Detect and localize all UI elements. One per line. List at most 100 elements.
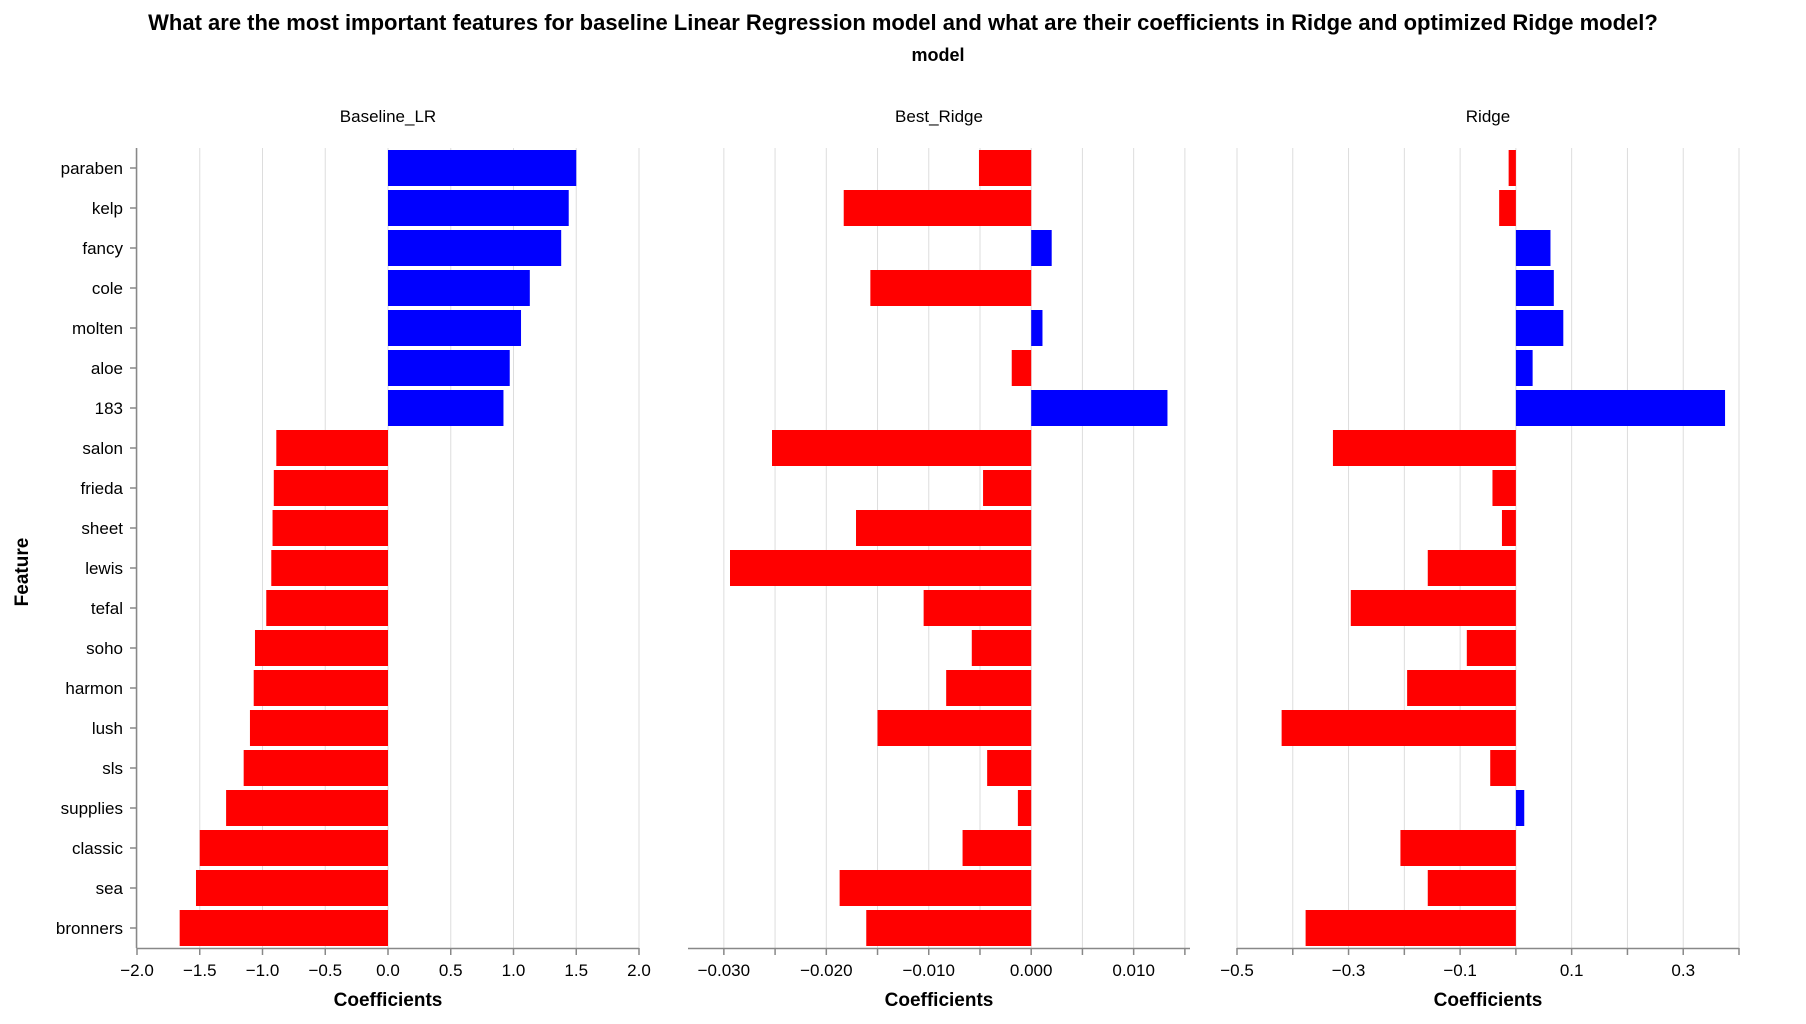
x-tick-label: −0.5 (308, 961, 342, 980)
feature-label: molten (72, 319, 123, 338)
facet-title: model (911, 45, 964, 65)
bar-183 (1515, 390, 1726, 426)
feature-label: sheet (81, 519, 123, 538)
feature-label: 183 (95, 399, 123, 418)
panel-title: Best_Ridge (895, 107, 983, 126)
bar-sheet (1501, 510, 1516, 546)
feature-label: lush (92, 719, 123, 738)
panels: Baseline_LR −2.0 −1.5 −1.0 −0.5 0.0 0.5 1.0 1.5 2… (56, 107, 1740, 1011)
bar-aloe (1515, 350, 1533, 386)
feature-label: paraben (61, 159, 123, 178)
x-tick-label: 1.5 (564, 961, 588, 980)
bar-lewis (271, 550, 388, 586)
x-tick-label: −0.020 (800, 961, 852, 980)
x-tick-label: 0.010 (1112, 961, 1155, 980)
bar-sls (987, 750, 1032, 786)
x-tick-label: 0.1 (1560, 961, 1584, 980)
bar-molten (388, 310, 522, 346)
bar-cole (1515, 270, 1554, 306)
bar-salon (276, 430, 388, 466)
panel-ridge: Ridge −0.5 −0.3 −0.1 0.1 0.3 Coefficients (1220, 107, 1740, 1011)
bar-kelp (388, 190, 569, 226)
bar-bronners (1305, 910, 1516, 946)
bar-fancy (1031, 230, 1052, 266)
bar-soho (254, 630, 388, 666)
x-tick-label: −0.5 (1220, 961, 1254, 980)
bar-harmon (1407, 670, 1516, 706)
bar-183 (1031, 390, 1168, 426)
bar-sls (1490, 750, 1516, 786)
bar-sls (243, 750, 388, 786)
bar-aloe (1011, 350, 1032, 386)
bar-183 (388, 390, 504, 426)
bar-frieda (273, 470, 388, 506)
bar-soho (1466, 630, 1516, 666)
x-tick-label: 1.0 (502, 961, 526, 980)
x-tick-label: −0.1 (1443, 961, 1477, 980)
feature-label: classic (72, 839, 124, 858)
y-axis-title: Feature (12, 538, 33, 607)
bar-tefal (1350, 590, 1516, 626)
feature-label: frieda (80, 479, 123, 498)
feature-label: supplies (61, 799, 123, 818)
bar-molten (1031, 310, 1043, 346)
feature-label: bronners (56, 919, 123, 938)
bar-lewis (730, 550, 1032, 586)
bar-tefal (266, 590, 388, 626)
feature-label: kelp (92, 199, 123, 218)
feature-label: soho (86, 639, 123, 658)
bar-tefal (923, 590, 1032, 626)
feature-label: harmon (65, 679, 123, 698)
bar-sea (1427, 870, 1516, 906)
bar-fancy (388, 230, 562, 266)
x-tick-label: −0.3 (1332, 961, 1366, 980)
x-tick-label: 0.5 (439, 961, 463, 980)
feature-label: lewis (85, 559, 123, 578)
feature-label: salon (82, 439, 123, 458)
feature-label: aloe (91, 359, 123, 378)
bar-frieda (983, 470, 1032, 506)
bar-lush (877, 710, 1032, 746)
bar-fancy (1515, 230, 1551, 266)
bar-salon (1332, 430, 1516, 466)
bar-sheet (272, 510, 388, 546)
x-tick-label: −2.0 (120, 961, 154, 980)
bar-classic (199, 830, 388, 866)
panel-baseline-lr: Baseline_LR −2.0 −1.5 −1.0 −0.5 0.0 0.5 1.0 1.5 2… (56, 107, 651, 1011)
bar-lush (1281, 710, 1516, 746)
x-axis-title: Coefficients (1434, 990, 1543, 1011)
panel-title: Ridge (1466, 107, 1510, 126)
bar-classic (962, 830, 1032, 866)
x-tick-label: 2.0 (627, 961, 651, 980)
bar-lewis (1427, 550, 1516, 586)
bar-molten (1515, 310, 1564, 346)
feature-label: fancy (82, 239, 123, 258)
bar-sheet (856, 510, 1032, 546)
x-tick-label: −1.5 (183, 961, 217, 980)
bar-soho (971, 630, 1032, 666)
bar-paraben (1508, 150, 1516, 186)
bar-harmon (253, 670, 388, 706)
panel-best-ridge: Best_Ridge −0.030 −0.020 −0.010 0.000 0.010 Co… (688, 107, 1190, 1011)
bar-sea (195, 870, 388, 906)
x-tick-label: 0.000 (1010, 961, 1053, 980)
bar-lush (249, 710, 388, 746)
feature-label: cole (92, 279, 123, 298)
bar-salon (772, 430, 1032, 466)
chart-title: What are the most important features for… (148, 10, 1658, 35)
x-tick-label: −1.0 (246, 961, 280, 980)
feature-label: sea (96, 879, 124, 898)
bar-kelp (1499, 190, 1516, 226)
bar-harmon (946, 670, 1032, 706)
x-tick-label: −0.010 (903, 961, 955, 980)
bar-kelp (843, 190, 1032, 226)
x-axis-title: Coefficients (885, 990, 994, 1011)
bar-aloe (388, 350, 510, 386)
x-tick-label: 0.3 (1671, 961, 1695, 980)
bar-supplies (1515, 790, 1525, 826)
bar-cole (870, 270, 1032, 306)
feature-label: tefal (91, 599, 123, 618)
bar-bronners (866, 910, 1032, 946)
x-tick-label: −0.030 (698, 961, 750, 980)
